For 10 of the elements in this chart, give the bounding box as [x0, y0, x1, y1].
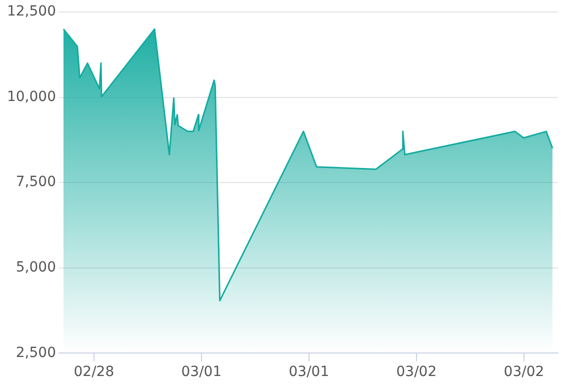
- y-tick-label: 7,500: [16, 174, 56, 190]
- x-tick-label: 03/02: [396, 364, 437, 380]
- x-tick-label: 02/28: [74, 364, 114, 380]
- y-tick-label: 2,500: [16, 344, 56, 361]
- y-tick-label: 5,000: [16, 260, 56, 276]
- x-tick-label: 03/01: [288, 364, 330, 380]
- y-tick-label: 12,500: [6, 4, 56, 20]
- x-tick-label: 03/02: [504, 364, 544, 380]
- y-tick-label: 10,000: [6, 88, 56, 105]
- x-tick-label: 03/01: [181, 364, 222, 380]
